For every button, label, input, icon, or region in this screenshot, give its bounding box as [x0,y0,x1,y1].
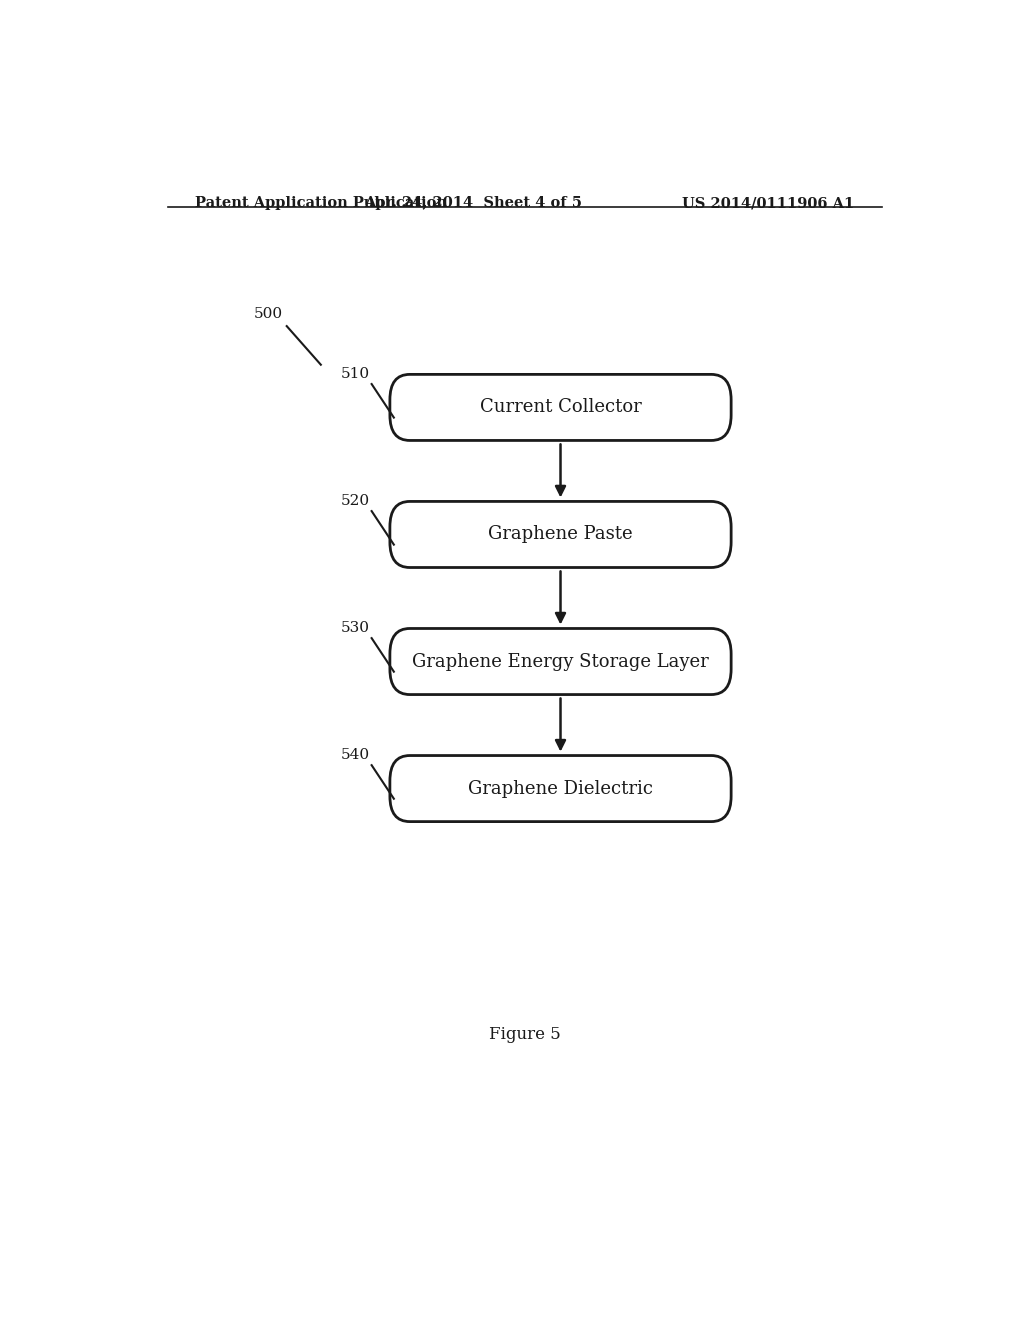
Text: Current Collector: Current Collector [479,399,641,416]
FancyBboxPatch shape [390,375,731,441]
Text: Graphene Paste: Graphene Paste [488,525,633,544]
Text: Graphene Energy Storage Layer: Graphene Energy Storage Layer [412,652,709,671]
Text: 520: 520 [341,494,370,508]
FancyBboxPatch shape [390,755,731,821]
Text: 510: 510 [341,367,370,381]
Text: Patent Application Publication: Patent Application Publication [196,195,447,210]
Text: 540: 540 [341,748,370,762]
Text: Apr. 24, 2014  Sheet 4 of 5: Apr. 24, 2014 Sheet 4 of 5 [365,195,583,210]
Text: 500: 500 [254,308,283,321]
Text: US 2014/0111906 A1: US 2014/0111906 A1 [682,195,854,210]
Text: Figure 5: Figure 5 [488,1026,561,1043]
FancyBboxPatch shape [390,502,731,568]
Text: Graphene Dielectric: Graphene Dielectric [468,780,653,797]
Text: 530: 530 [341,622,370,635]
FancyBboxPatch shape [390,628,731,694]
